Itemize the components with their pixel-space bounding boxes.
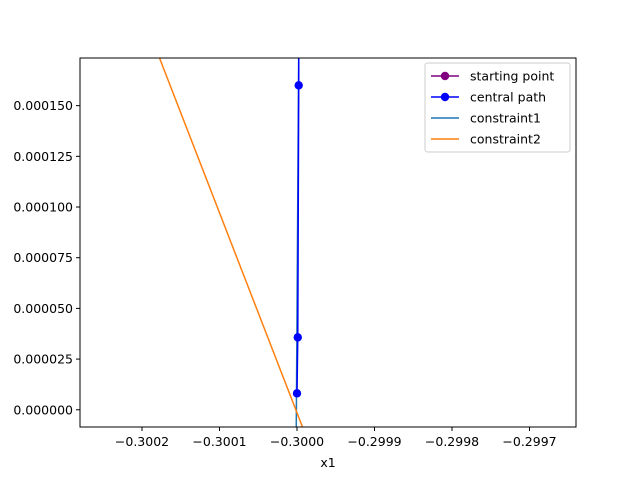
legend: starting point central path constraint1 con… (424, 62, 571, 153)
x-tick-label: −0.3002 (115, 434, 169, 449)
x-tick-label: −0.2999 (347, 434, 401, 449)
legend-marker-starting-point (440, 71, 450, 81)
legend-label-constraint1: constraint1 (470, 111, 541, 126)
y-tick-label: 0.000000 (13, 402, 73, 417)
legend-marker-central-path (440, 92, 450, 102)
central-path-marker (292, 389, 302, 398)
central-path-marker (294, 81, 303, 90)
legend-box (424, 62, 571, 153)
constraint2-line (158, 58, 304, 427)
y-tick-label: 0.000050 (13, 301, 73, 316)
legend-label-central-path: central path (470, 90, 546, 105)
y-tick-label: 0.000125 (13, 149, 73, 164)
central-path-line (296, 58, 300, 394)
y-tick-label: 0.000025 (13, 352, 73, 367)
y-tick-label: 0.000150 (13, 98, 73, 113)
x-axis-ticks: −0.3002 −0.3001 −0.3000 −0.2999 −0.2998 −0.29… (115, 427, 557, 449)
x-axis-title: x1 (320, 455, 335, 470)
series-layer (158, 58, 304, 427)
plot-frame (79, 57, 577, 428)
y-tick-label: 0.000075 (13, 250, 73, 265)
legend-label-constraint2: constraint2 (470, 132, 541, 147)
x-tick-label: −0.3001 (192, 434, 246, 449)
y-axis-ticks: 0.000000 0.000025 0.000050 0.000075 0.000100… (13, 98, 80, 417)
central-path-marker (293, 333, 302, 342)
x-tick-label: −0.3000 (270, 434, 324, 449)
x-tick-label: −0.2998 (425, 434, 479, 449)
legend-label-starting-point: starting point (470, 69, 554, 84)
y-tick-label: 0.000100 (13, 200, 73, 215)
x-tick-label: −0.2997 (502, 434, 556, 449)
